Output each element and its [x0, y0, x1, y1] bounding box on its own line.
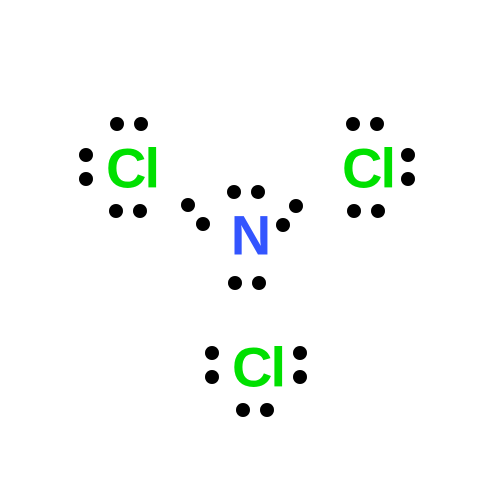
electron-dot — [260, 403, 274, 417]
electron-dot — [293, 346, 307, 360]
electron-dot — [196, 217, 210, 231]
atom-cl1: Cl — [106, 136, 158, 201]
electron-dot — [276, 218, 290, 232]
electron-dot — [252, 276, 266, 290]
atom-n: N — [231, 203, 269, 268]
electron-dot — [401, 148, 415, 162]
electron-dot — [133, 204, 147, 218]
electron-dot — [227, 185, 241, 199]
atom-cl3: Cl — [232, 335, 284, 400]
electron-dot — [110, 117, 124, 131]
atom-cl2: Cl — [342, 136, 394, 201]
electron-dot — [79, 172, 93, 186]
electron-dot — [371, 204, 385, 218]
electron-dot — [181, 198, 195, 212]
electron-dot — [346, 117, 360, 131]
electron-dot — [347, 204, 361, 218]
electron-dot — [293, 370, 307, 384]
electron-dot — [289, 199, 303, 213]
electron-dot — [205, 370, 219, 384]
electron-dot — [370, 117, 384, 131]
electron-dot — [236, 403, 250, 417]
electron-dot — [134, 117, 148, 131]
electron-dot — [251, 185, 265, 199]
electron-dot — [228, 276, 242, 290]
electron-dot — [109, 204, 123, 218]
electron-dot — [79, 148, 93, 162]
electron-dot — [401, 172, 415, 186]
electron-dot — [205, 346, 219, 360]
